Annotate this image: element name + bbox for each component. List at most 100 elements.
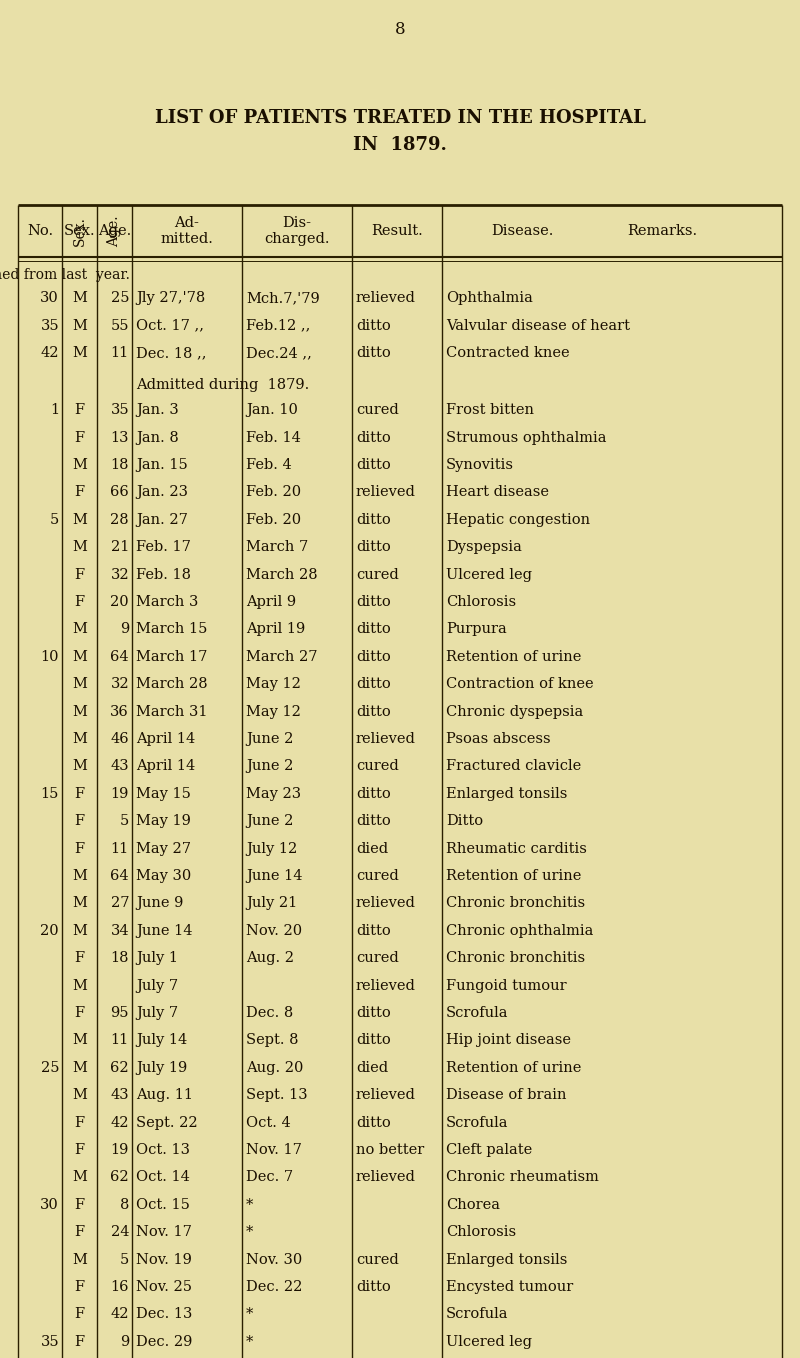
Text: Retention of urine: Retention of urine: [446, 1061, 582, 1074]
Text: Feb. 18: Feb. 18: [136, 568, 191, 581]
Text: May 12: May 12: [246, 705, 301, 718]
Text: Disease.: Disease.: [491, 224, 553, 238]
Text: F: F: [74, 403, 85, 417]
Text: M: M: [72, 923, 87, 938]
Text: 95: 95: [110, 1006, 129, 1020]
Text: Feb.12 ,,: Feb.12 ,,: [246, 319, 310, 333]
Text: July 21: July 21: [246, 896, 298, 910]
Text: 62: 62: [110, 1171, 129, 1184]
Text: Dec. 22: Dec. 22: [246, 1281, 302, 1294]
Text: Chronic bronchitis: Chronic bronchitis: [446, 951, 585, 966]
Text: 46: 46: [110, 732, 129, 746]
Text: 5: 5: [120, 815, 129, 828]
Text: March 3: March 3: [136, 595, 198, 608]
Text: M: M: [72, 1252, 87, 1267]
Text: 30: 30: [40, 291, 59, 306]
Text: F: F: [74, 842, 85, 856]
Text: Admitted during  1879.: Admitted during 1879.: [136, 379, 310, 392]
Text: Ad-: Ad-: [174, 216, 199, 231]
Text: F: F: [74, 1143, 85, 1157]
Text: March 17: March 17: [136, 649, 207, 664]
Text: M: M: [72, 869, 87, 883]
Text: Chorea: Chorea: [446, 1198, 500, 1211]
Text: M: M: [72, 1033, 87, 1047]
Text: ditto: ditto: [356, 513, 390, 527]
Text: Dec. 29: Dec. 29: [136, 1335, 192, 1348]
Text: Enlarged tonsils: Enlarged tonsils: [446, 786, 567, 801]
Text: Sex.: Sex.: [64, 224, 95, 238]
Text: ditto: ditto: [356, 1281, 390, 1294]
Text: Fungoid tumour: Fungoid tumour: [446, 979, 566, 993]
Text: F: F: [74, 1006, 85, 1020]
Text: May 19: May 19: [136, 815, 191, 828]
Text: M: M: [72, 1171, 87, 1184]
Text: ditto: ditto: [356, 1033, 390, 1047]
Text: May 23: May 23: [246, 786, 301, 801]
Text: relieved: relieved: [356, 1088, 416, 1103]
Text: Aug. 2: Aug. 2: [246, 951, 294, 966]
Text: Hip joint disease: Hip joint disease: [446, 1033, 571, 1047]
Text: cured: cured: [356, 759, 398, 773]
Text: 5: 5: [50, 513, 59, 527]
Text: relieved: relieved: [356, 485, 416, 500]
Text: June 2: June 2: [246, 732, 294, 746]
Text: died: died: [356, 842, 388, 856]
Text: 13: 13: [110, 430, 129, 444]
Text: charged.: charged.: [264, 232, 330, 246]
Text: 20: 20: [40, 923, 59, 938]
Text: F: F: [74, 1198, 85, 1211]
Text: cured: cured: [356, 951, 398, 966]
Text: March 27: March 27: [246, 649, 318, 664]
Text: 19: 19: [110, 786, 129, 801]
Text: 28: 28: [110, 513, 129, 527]
Text: M: M: [72, 622, 87, 637]
Text: 11: 11: [110, 1033, 129, 1047]
Text: 25: 25: [41, 1061, 59, 1074]
Text: Sept. 8: Sept. 8: [246, 1033, 298, 1047]
Text: *: *: [246, 1225, 254, 1238]
Text: 42: 42: [41, 346, 59, 360]
Text: F: F: [74, 430, 85, 444]
Text: Enlarged tonsils: Enlarged tonsils: [446, 1252, 567, 1267]
Text: 10: 10: [41, 649, 59, 664]
Text: M: M: [72, 346, 87, 360]
Text: Chlorosis: Chlorosis: [446, 1225, 516, 1238]
Text: Remarks.: Remarks.: [627, 224, 697, 238]
Text: Chlorosis: Chlorosis: [446, 595, 516, 608]
Text: 42: 42: [110, 1115, 129, 1130]
Text: F: F: [74, 786, 85, 801]
Text: M: M: [72, 732, 87, 746]
Text: Sept. 22: Sept. 22: [136, 1115, 198, 1130]
Text: ditto: ditto: [356, 430, 390, 444]
Text: 20: 20: [110, 595, 129, 608]
Text: Jly 27,'78: Jly 27,'78: [136, 291, 206, 306]
Text: LIST OF PATIENTS TREATED IN THE HOSPITAL: LIST OF PATIENTS TREATED IN THE HOSPITAL: [154, 109, 646, 128]
Text: ditto: ditto: [356, 1006, 390, 1020]
Text: Strumous ophthalmia: Strumous ophthalmia: [446, 430, 606, 444]
Text: *: *: [246, 1308, 254, 1321]
Text: *: *: [246, 1335, 254, 1348]
Text: ditto: ditto: [356, 1115, 390, 1130]
Text: Nov. 17: Nov. 17: [246, 1143, 302, 1157]
Text: Contracted knee: Contracted knee: [446, 346, 570, 360]
Text: Cleft palate: Cleft palate: [446, 1143, 532, 1157]
Text: relieved: relieved: [356, 1171, 416, 1184]
Text: Encysted tumour: Encysted tumour: [446, 1281, 574, 1294]
Text: May 12: May 12: [246, 678, 301, 691]
Text: ditto: ditto: [356, 595, 390, 608]
Text: 9: 9: [120, 1335, 129, 1348]
Text: Dec. 7: Dec. 7: [246, 1171, 293, 1184]
Text: 11: 11: [110, 346, 129, 360]
Text: ditto: ditto: [356, 458, 390, 473]
Text: Result.: Result.: [371, 224, 423, 238]
Text: ditto: ditto: [356, 705, 390, 718]
Text: Mch.7,'79: Mch.7,'79: [246, 291, 320, 306]
Text: Nov. 20: Nov. 20: [246, 923, 302, 938]
Text: F: F: [74, 815, 85, 828]
Text: Nov. 19: Nov. 19: [136, 1252, 192, 1267]
Text: F: F: [74, 1308, 85, 1321]
Text: Scrofula: Scrofula: [446, 1115, 509, 1130]
Text: Aug. 11: Aug. 11: [136, 1088, 193, 1103]
Text: relieved: relieved: [356, 732, 416, 746]
Text: Dis-: Dis-: [282, 216, 311, 231]
